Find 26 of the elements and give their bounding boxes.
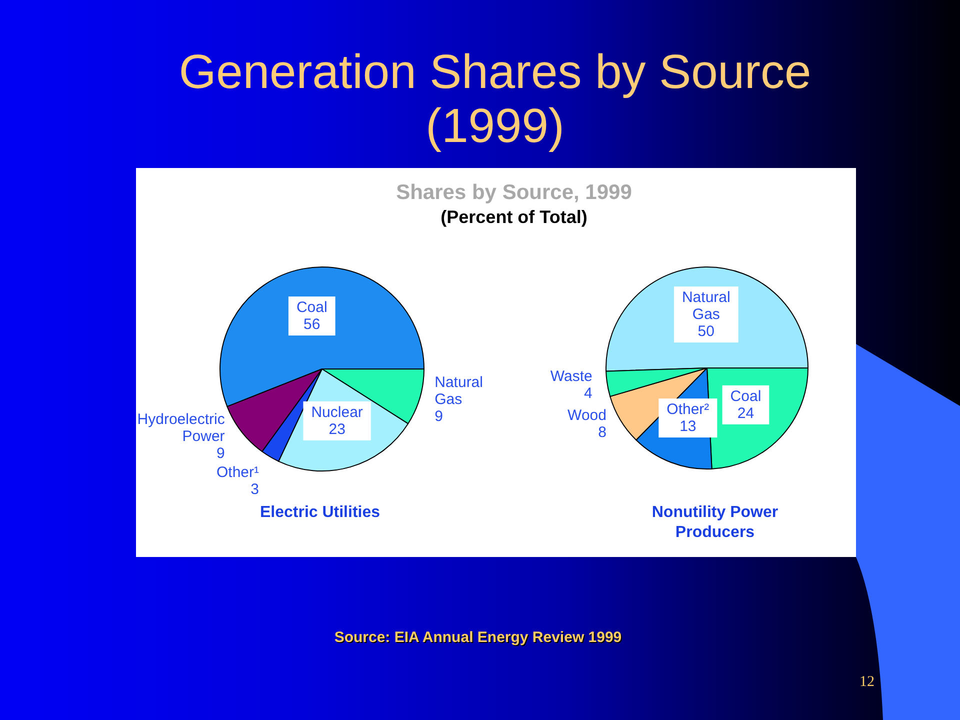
text: Electric Utilities [258, 503, 382, 523]
text: Nonutility Power Producers [650, 503, 780, 543]
data-label: 13 [680, 418, 696, 435]
slice-label: Natural Gas [682, 289, 730, 324]
slice-label: Coal [296, 298, 328, 316]
chart-title: Generation Shares by Source (1999) [178, 46, 812, 154]
data-label: 50 [698, 323, 714, 340]
slice-label: Other² [666, 400, 710, 418]
data-label: 8 [598, 424, 606, 441]
slice-label: Wood [568, 406, 606, 424]
chart-subtitle: Shares by Source, 1999 (Percent of Total) [395, 181, 633, 229]
data-label: 4 [584, 385, 592, 402]
data-label: 23 [328, 420, 346, 438]
text: 12 [858, 673, 876, 691]
data-label: 56 [304, 316, 320, 333]
slice-label: Nuclear [311, 404, 363, 421]
slice-label: Coal [730, 388, 762, 405]
slice-label: Other¹ [216, 464, 260, 481]
data-label: 9 [434, 408, 443, 426]
source-note: Source: EIA Annual Energy Review 1999 [333, 628, 623, 648]
slice-label: Natural Gas [434, 374, 483, 408]
slice-label: Waste [550, 368, 592, 386]
slice-label: Hydroelectric Power [137, 410, 226, 445]
data-label: 24 [737, 404, 754, 422]
data-label: 9 [216, 444, 225, 462]
data-label: 3 [250, 480, 260, 498]
